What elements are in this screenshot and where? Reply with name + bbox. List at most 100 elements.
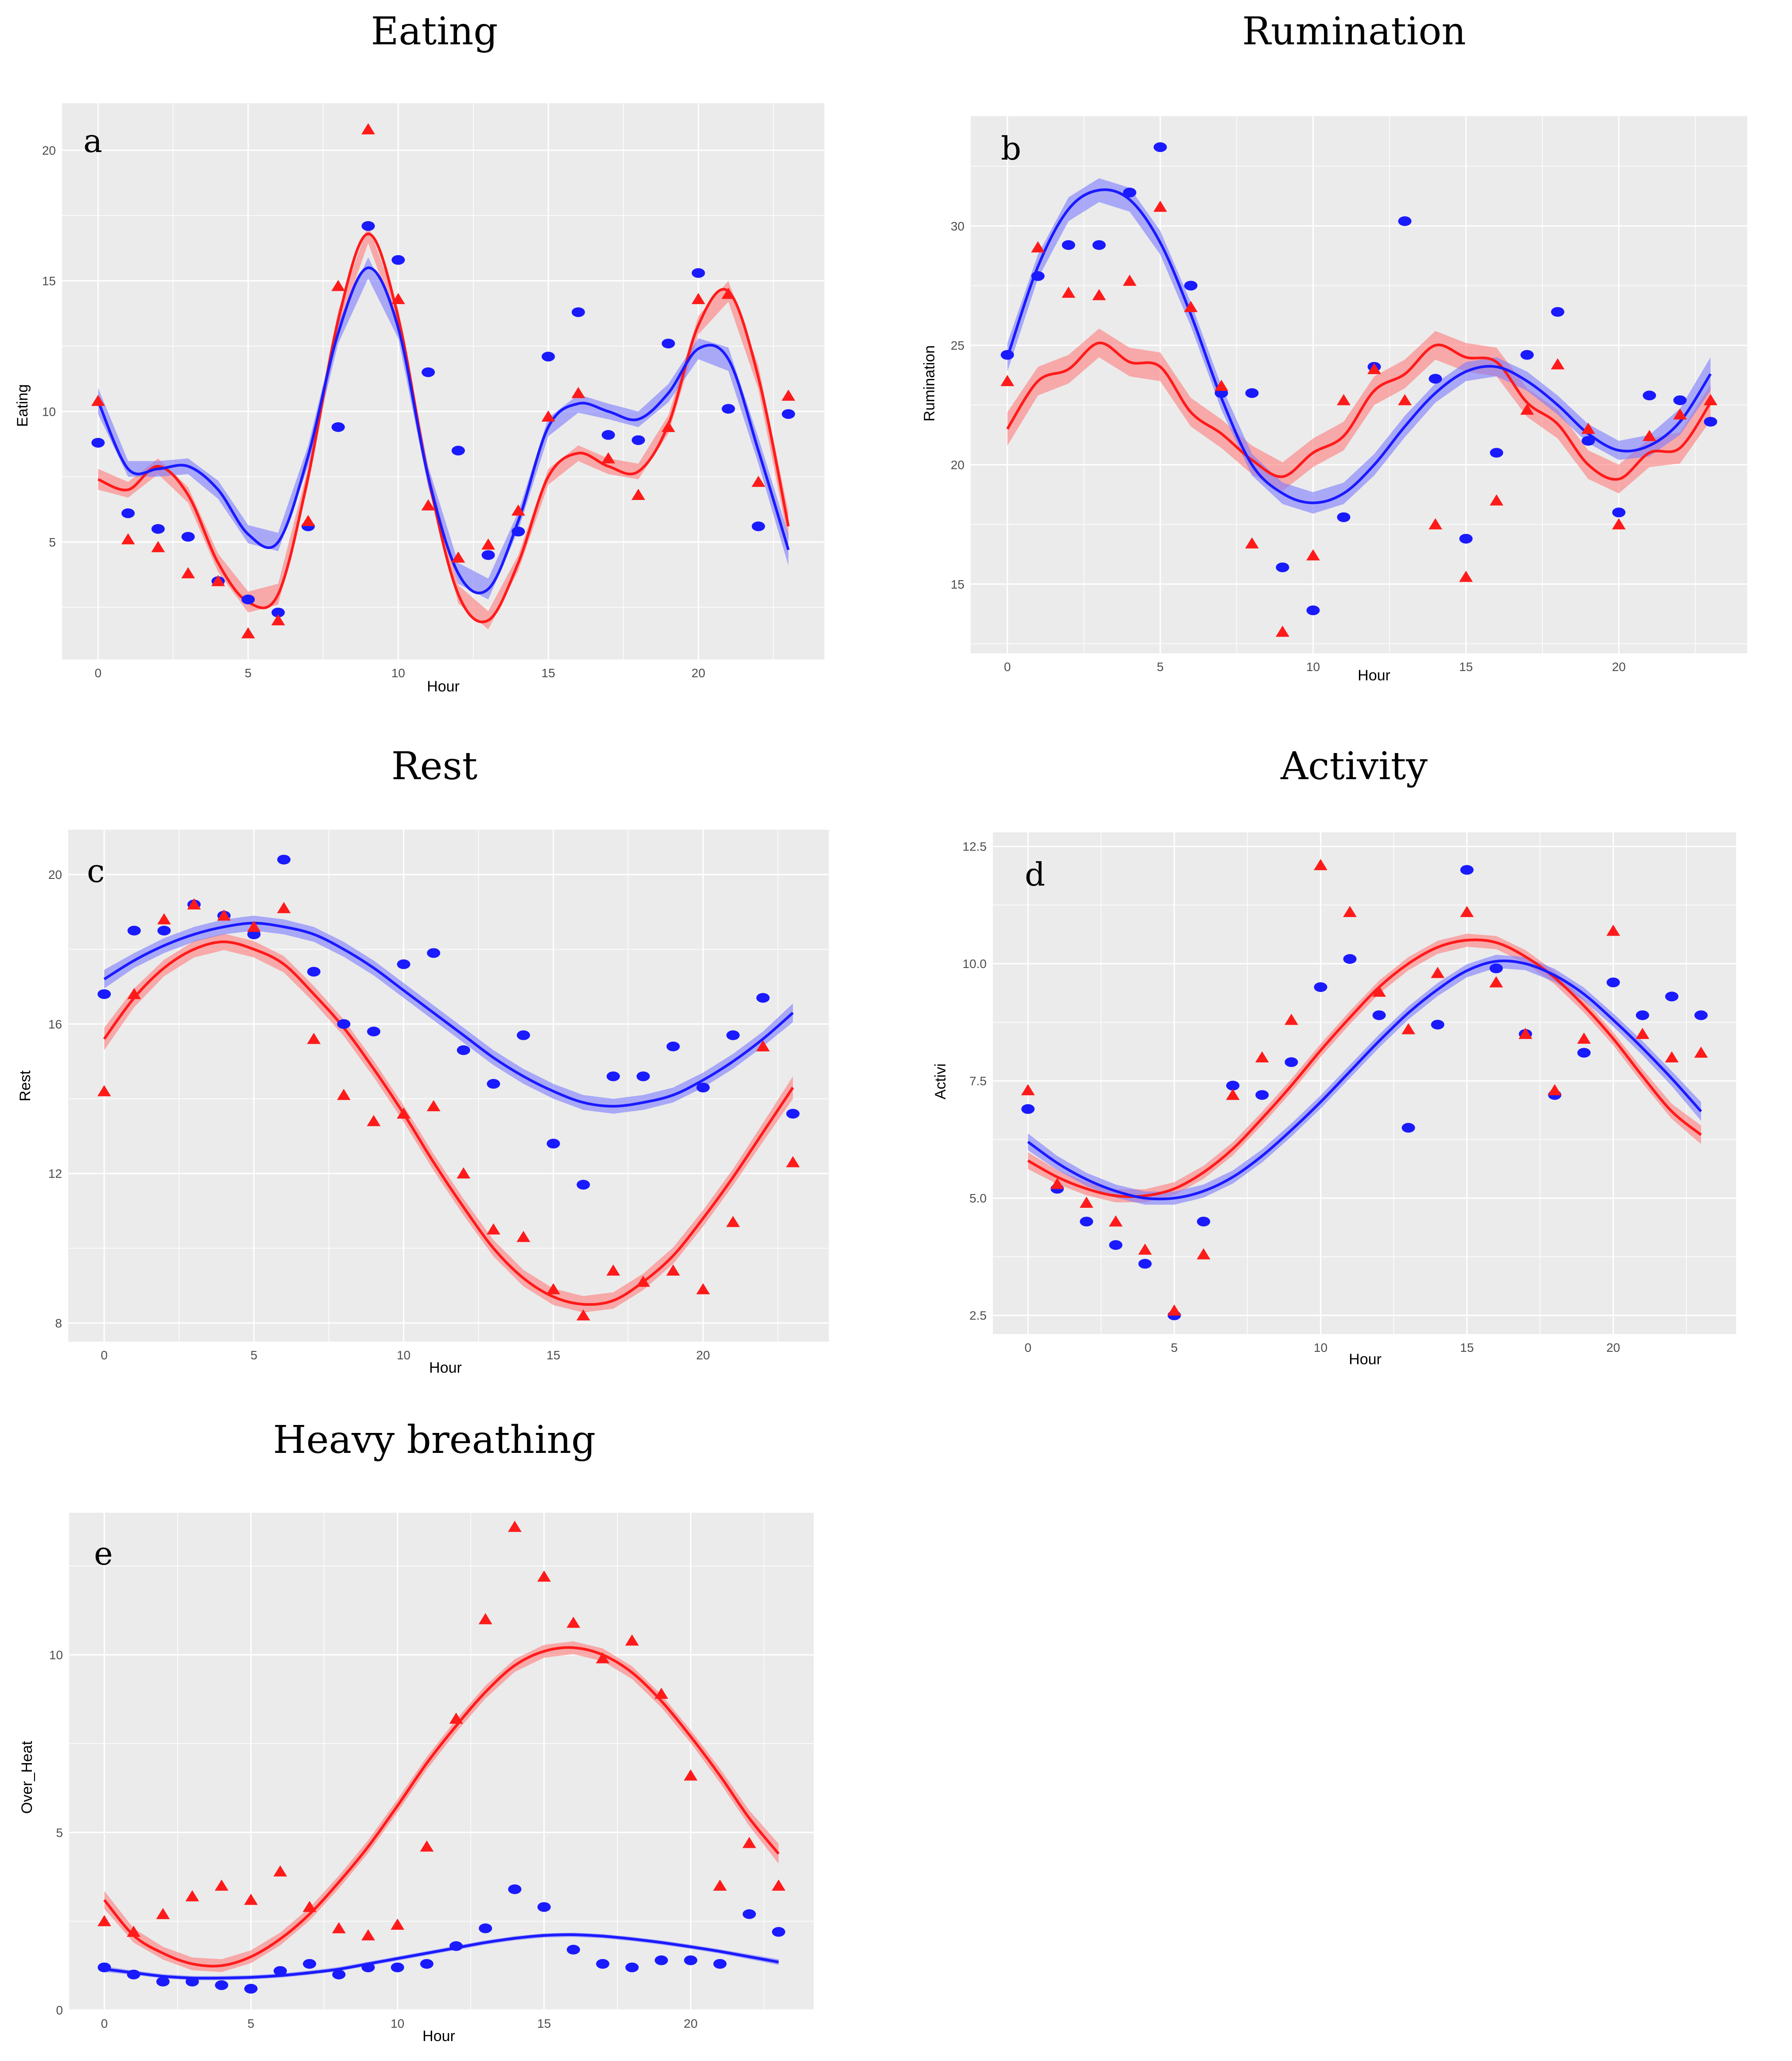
panel-d-x-axis-title: Hour: [1349, 1351, 1382, 1368]
point-blue: [277, 855, 291, 865]
panel-d-plot-area: [993, 832, 1736, 1334]
y-tick-label: 8: [55, 1316, 62, 1330]
point-red: [337, 1089, 351, 1100]
point-blue: [121, 508, 135, 519]
point-blue: [691, 268, 705, 278]
point-blue: [449, 1941, 463, 1951]
point-red: [1642, 429, 1656, 441]
point-red: [217, 909, 231, 921]
band-blue: [104, 915, 793, 1114]
x-tick-label: 5: [250, 1348, 258, 1362]
x-tick-label: 10: [1314, 1341, 1327, 1354]
point-blue: [156, 1976, 170, 1987]
point-red: [1372, 985, 1386, 997]
point-red: [421, 499, 435, 511]
point-red: [451, 551, 465, 563]
x-tick-label: 0: [101, 2017, 108, 2030]
point-red: [742, 1837, 756, 1848]
point-red: [301, 515, 315, 526]
point-red: [244, 1893, 258, 1905]
band-blue: [1007, 178, 1711, 514]
point-blue: [684, 1955, 698, 1965]
point-red: [1431, 967, 1445, 978]
point-blue: [756, 993, 770, 1003]
point-blue: [1551, 307, 1565, 317]
point-blue: [479, 1923, 492, 1933]
point-blue: [244, 1983, 258, 1994]
point-red: [307, 1033, 321, 1044]
point-red: [215, 1879, 229, 1891]
point-red: [654, 1687, 668, 1699]
point-red: [786, 1156, 800, 1167]
point-red: [1314, 859, 1327, 870]
x-tick-label: 20: [691, 666, 705, 680]
point-red: [566, 1616, 581, 1628]
x-tick-label: 15: [537, 2017, 551, 2030]
point-red: [185, 1890, 199, 1901]
fit-line-red: [103, 940, 794, 1306]
panel-b-plot-area: [971, 116, 1747, 653]
x-tick-label: 5: [1157, 660, 1164, 674]
point-blue: [397, 959, 410, 969]
y-tick-label: 20: [48, 868, 62, 882]
point-blue: [566, 1944, 580, 1955]
point-red: [1062, 286, 1076, 298]
point-blue: [1184, 281, 1198, 291]
panel-e-y-ticks: 0 5 10: [49, 1648, 63, 2017]
panel-b-x-ticks: 0 5 10 15 20: [1004, 660, 1626, 674]
x-tick-label: 5: [245, 666, 252, 680]
y-tick-label: 5: [49, 535, 56, 549]
point-blue: [1031, 271, 1045, 281]
y-tick-label: 30: [951, 219, 964, 233]
point-red: [1606, 925, 1620, 936]
point-red: [1673, 408, 1687, 420]
panel-e-points: [97, 1521, 786, 1994]
point-blue: [332, 1969, 346, 1979]
x-tick-label: 10: [390, 2017, 404, 2030]
point-red: [1050, 1178, 1064, 1189]
panel-d-letter: d: [1025, 856, 1045, 893]
point-blue: [303, 1959, 316, 1969]
point-red: [1092, 289, 1106, 301]
point-blue: [1665, 991, 1679, 1002]
panel-e-x-axis-title: Hour: [422, 2028, 455, 2045]
point-red: [486, 1223, 500, 1235]
point-red: [420, 1840, 434, 1852]
point-red: [127, 988, 141, 999]
point-red: [1343, 906, 1357, 917]
point-blue: [391, 255, 405, 265]
point-red: [537, 1570, 551, 1582]
point-blue: [1459, 534, 1473, 544]
point-blue: [1431, 1019, 1445, 1030]
point-red: [1079, 1196, 1093, 1208]
point-red: [1367, 363, 1381, 375]
panel-e-y-axis-title: Over_Heat: [19, 1741, 35, 1814]
point-blue: [487, 1079, 500, 1089]
x-tick-label: 20: [1606, 1341, 1620, 1354]
point-blue: [1398, 216, 1412, 226]
point-blue: [98, 1962, 111, 1972]
point-blue: [786, 1109, 800, 1119]
point-blue: [1643, 390, 1656, 401]
point-blue: [537, 1902, 551, 1912]
point-red: [772, 1879, 786, 1891]
panel-e-plot-area: [69, 1513, 814, 2010]
point-red: [781, 389, 796, 401]
point-red: [1703, 394, 1718, 406]
point-red: [1548, 1084, 1562, 1096]
point-blue: [481, 550, 495, 560]
point-blue: [98, 989, 111, 999]
point-red: [397, 1107, 411, 1119]
panel-b-y-ticks: 15 20 25 30: [951, 219, 964, 591]
x-tick-label: 20: [696, 1348, 710, 1362]
point-red: [361, 123, 375, 135]
point-red: [1636, 1027, 1650, 1039]
panel-a-x-axis-title: Hour: [427, 678, 460, 695]
point-red: [1665, 1051, 1679, 1063]
point-red: [696, 1283, 710, 1295]
point-blue: [625, 1962, 639, 1972]
x-tick-label: 5: [247, 2017, 254, 2030]
point-red: [121, 533, 135, 545]
point-blue: [1673, 395, 1687, 406]
